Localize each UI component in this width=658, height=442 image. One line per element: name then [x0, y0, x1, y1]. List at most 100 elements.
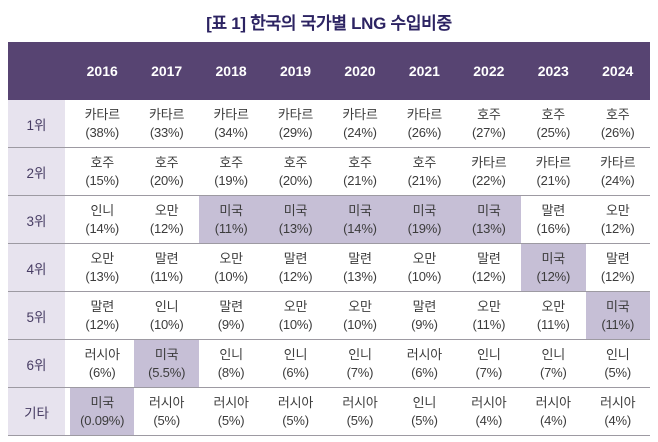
- share-value: (29%): [278, 124, 313, 140]
- table-cell: 카타르 (38%): [70, 100, 134, 147]
- country-name: 말련: [412, 298, 437, 314]
- country-name: 오만: [90, 250, 114, 266]
- share-value: (21%): [343, 172, 377, 188]
- table-cell: 미국 (11%): [585, 292, 650, 339]
- table-cell: 러시아 (6%): [392, 340, 456, 387]
- table-cell: 러시아 (4%): [586, 388, 650, 435]
- country-name: 인니: [477, 346, 501, 362]
- country-name: 인니: [541, 346, 566, 362]
- table-row: 4위 오만 (13%) 말련 (11%) 오만 (10%) 말련 (12%) 말련 (13%) 오만 (…: [8, 244, 650, 292]
- country-name: 인니: [154, 298, 179, 314]
- share-value: (8%): [217, 364, 245, 380]
- share-value: (0.09%): [80, 412, 125, 428]
- country-name: 인니: [412, 394, 437, 410]
- table-cell: 말련 (12%): [70, 292, 134, 339]
- table-cell: 오만 (10%): [263, 292, 327, 339]
- table-cell: 오만 (13%): [70, 244, 134, 291]
- table-cell: 말련 (16%): [521, 196, 585, 243]
- label-gap: [65, 340, 70, 387]
- country-name: 카타르: [406, 106, 443, 122]
- country-name: 인니: [605, 346, 630, 362]
- table-cell: 오만 (11%): [457, 292, 521, 339]
- rank-label: 2위: [8, 148, 65, 195]
- label-gap: [65, 196, 70, 243]
- share-value: (7%): [475, 364, 503, 380]
- rank-label: 기타: [8, 388, 65, 435]
- rank-label: 6위: [8, 340, 65, 387]
- country-name: 러시아: [342, 394, 378, 410]
- table-cell: 인니 (5%): [392, 388, 456, 435]
- table-cell: 호주 (27%): [457, 100, 521, 147]
- share-value: (12%): [536, 268, 571, 284]
- share-value: (12%): [472, 268, 506, 284]
- share-value: (5%): [217, 412, 245, 428]
- table-cell: 러시아 (5%): [328, 388, 392, 435]
- country-name: 카타르: [84, 106, 120, 122]
- table-cell: 카타르 (22%): [457, 148, 521, 195]
- rank-label: 1위: [8, 100, 65, 147]
- table-row: 6위 러시아 (6%) 미국 (5.5%) 인니 (8%) 인니 (6%) 인니 (7%) 러시아 (6…: [8, 340, 650, 388]
- share-value: (5%): [282, 412, 309, 428]
- country-name: 미국: [348, 202, 372, 218]
- country-name: 미국: [219, 202, 243, 218]
- country-name: 미국: [412, 202, 437, 218]
- year-header-cell: 2022: [473, 63, 505, 79]
- table-cell: 오만 (10%): [199, 244, 263, 291]
- table-cell: 오만 (12%): [586, 196, 650, 243]
- table-cell: 러시아 (4%): [457, 388, 521, 435]
- share-value: (12%): [278, 268, 313, 284]
- country-name: 러시아: [149, 394, 185, 410]
- table-cell: 러시아 (5%): [134, 388, 198, 435]
- table-cell: 말련 (9%): [199, 292, 263, 339]
- table-cell: 러시아 (5%): [199, 388, 263, 435]
- table-row: 3위 인니 (14%) 오만 (12%) 미국 (11%) 미국 (13%) 미국 (14%) 미국 (…: [8, 196, 650, 244]
- share-value: (27%): [472, 124, 506, 140]
- table-cell: 카타르 (24%): [328, 100, 392, 147]
- country-name: 러시아: [277, 394, 314, 410]
- share-value: (13%): [85, 268, 120, 284]
- table-cell: 오만 (11%): [521, 292, 585, 339]
- country-name: 미국: [283, 202, 308, 218]
- share-value: (38%): [85, 124, 120, 140]
- country-name: 오만: [477, 298, 501, 314]
- share-value: (13%): [278, 220, 313, 236]
- country-name: 카타르: [600, 154, 636, 170]
- country-name: 호주: [283, 154, 308, 170]
- table-body: 1위 카타르 (38%) 카타르 (33%) 카타르 (34%) 카타르 (29%) 카타르 (24…: [8, 100, 650, 436]
- table-cell: 러시아 (5%): [263, 388, 327, 435]
- share-value: (5%): [346, 412, 374, 428]
- share-value: (4%): [539, 412, 567, 428]
- table-cell: 오만 (12%): [134, 196, 198, 243]
- country-name: 호주: [90, 154, 114, 170]
- country-name: 호주: [412, 154, 437, 170]
- table-cell: 인니 (10%): [134, 292, 198, 339]
- year-header-cell: 2019: [279, 63, 312, 79]
- country-name: 러시아: [84, 346, 120, 362]
- share-value: (12%): [149, 220, 184, 236]
- table-cell: 호주 (21%): [328, 148, 392, 195]
- table-cell: 카타르 (26%): [392, 100, 456, 147]
- label-gap: [65, 292, 70, 339]
- share-value: (11%): [472, 316, 506, 332]
- country-name: 오만: [412, 250, 437, 266]
- share-value: (7%): [539, 364, 567, 380]
- share-value: (21%): [407, 172, 442, 188]
- table-row: 기타 미국 (0.09%) 러시아 (5%) 러시아 (5%) 러시아 (5%) 러시아 (5%) 인…: [8, 388, 650, 436]
- table-cell: 말련 (11%): [134, 244, 198, 291]
- share-value: (13%): [472, 220, 506, 236]
- country-name: 카타르: [213, 106, 249, 122]
- year-header-cell: 2023: [537, 63, 569, 79]
- year-header-cell: 2016: [86, 63, 118, 79]
- country-name: 카타르: [342, 106, 378, 122]
- country-name: 말련: [348, 250, 372, 266]
- share-value: (12%): [600, 268, 635, 284]
- table-cell: 말련 (12%): [457, 244, 521, 291]
- table-row: 2위 호주 (15%) 호주 (20%) 호주 (19%) 호주 (20%) 호주 (21%) 호주 (…: [8, 148, 650, 196]
- table-cell: 러시아 (6%): [70, 340, 134, 387]
- country-name: 러시아: [600, 394, 636, 410]
- table-cell: 카타르 (29%): [263, 100, 327, 147]
- table-cell: 호주 (26%): [586, 100, 650, 147]
- country-name: 러시아: [213, 394, 249, 410]
- table-cell: 미국 (14%): [327, 196, 393, 243]
- country-name: 미국: [541, 250, 566, 266]
